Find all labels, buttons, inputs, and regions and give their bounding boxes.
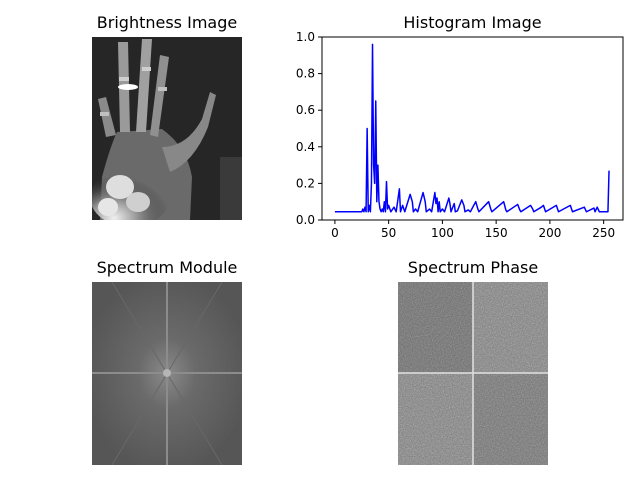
spectrum-module-title: Spectrum Module [96, 258, 238, 277]
spectrum-module-image [92, 282, 242, 465]
x-tick-label-200: 200 [538, 226, 561, 240]
spectrum-phase-graphic [398, 282, 548, 465]
x-tick-label-150: 150 [485, 226, 508, 240]
y-tick-label-3: 0.6 [296, 103, 315, 117]
x-tick-label-0: 0 [331, 226, 339, 240]
spectrum-module-graphic [92, 282, 242, 465]
y-tick-label-1: 0.2 [296, 176, 315, 190]
plot-frame [321, 36, 624, 221]
spectrum-phase-title: Spectrum Phase [407, 258, 539, 277]
y-tick-label-0: 0.0 [296, 213, 315, 227]
brightness-image [92, 37, 242, 220]
histogram-chart: 0 50 100 150 200 250 0.0 0.2 0.4 0.6 0.8 1.0 [296, 30, 624, 240]
x-tick-label-250: 250 [592, 226, 615, 240]
spectrum-phase-image [398, 282, 548, 465]
xray-hand-graphic [92, 37, 242, 220]
brightness-image-title: Brightness Image [96, 13, 238, 32]
x-tick-label-50: 50 [381, 226, 396, 240]
histogram-title: Histogram Image [403, 13, 542, 32]
y-tick-label-2: 0.4 [296, 140, 315, 154]
y-tick-label-4: 0.8 [296, 67, 315, 81]
y-tick-label-5: 1.0 [296, 30, 315, 44]
histogram-series-line-0 [334, 43, 610, 213]
x-tick-label-100: 100 [431, 226, 454, 240]
